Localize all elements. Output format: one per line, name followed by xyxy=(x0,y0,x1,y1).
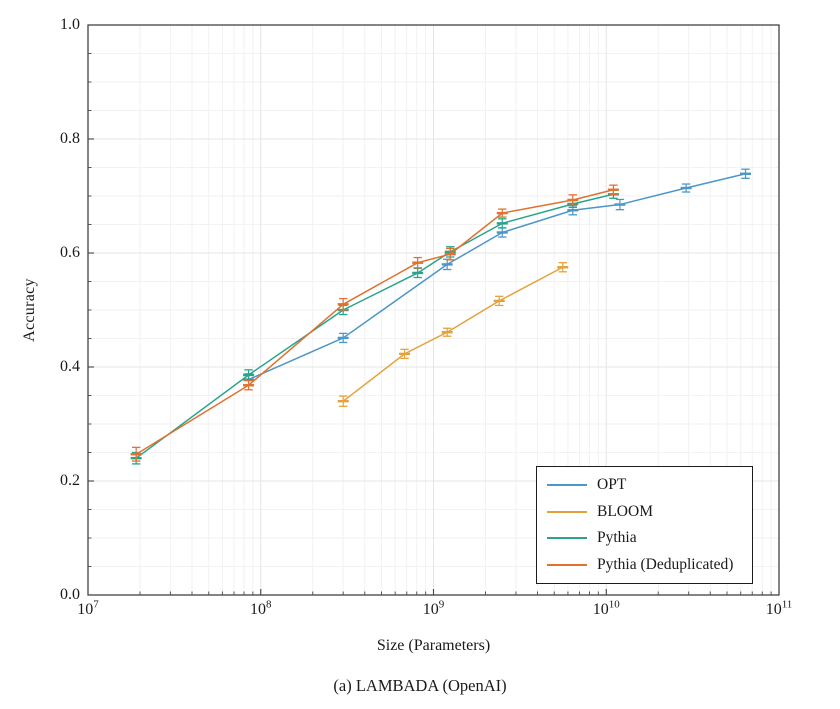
legend-label-pythia-dedup: Pythia (Deduplicated) xyxy=(597,556,734,574)
y-tick-label: 0.2 xyxy=(60,472,80,489)
legend-item-bloom: BLOOM xyxy=(547,503,752,521)
figure-caption: (a) LAMBADA (OpenAI) xyxy=(333,676,507,695)
y-axis-label: Accuracy xyxy=(21,278,38,342)
x-tick-label: 108 xyxy=(250,598,272,618)
y-tick-label: 0.4 xyxy=(60,358,80,375)
legend: OPT BLOOM Pythia Pythia (Deduplicated) xyxy=(536,466,753,584)
x-tick-label: 109 xyxy=(422,598,445,618)
y-tick-label: 0.6 xyxy=(60,244,80,261)
y-tick-label: 1.0 xyxy=(60,16,80,33)
legend-item-pythia-dedup: Pythia (Deduplicated) xyxy=(547,556,752,574)
legend-line-sample-opt xyxy=(547,483,587,486)
legend-label-pythia: Pythia xyxy=(597,529,637,547)
x-tick-label: 107 xyxy=(77,598,99,618)
legend-item-pythia: Pythia xyxy=(547,529,752,547)
legend-label-bloom: BLOOM xyxy=(597,502,653,520)
legend-line-sample-bloom xyxy=(547,510,587,513)
legend-label-opt: OPT xyxy=(597,475,627,493)
x-axis-label: Size (Parameters) xyxy=(376,637,491,654)
y-tick-label: 0.8 xyxy=(60,130,80,147)
legend-line-sample-pythia-dedup xyxy=(547,564,587,567)
legend-item-opt: OPT xyxy=(547,476,752,494)
y-tick-label: 0.0 xyxy=(60,586,80,603)
x-tick-label: 1010 xyxy=(592,598,620,618)
legend-line-sample-pythia xyxy=(547,537,587,540)
x-tick-label: 1011 xyxy=(765,598,793,618)
